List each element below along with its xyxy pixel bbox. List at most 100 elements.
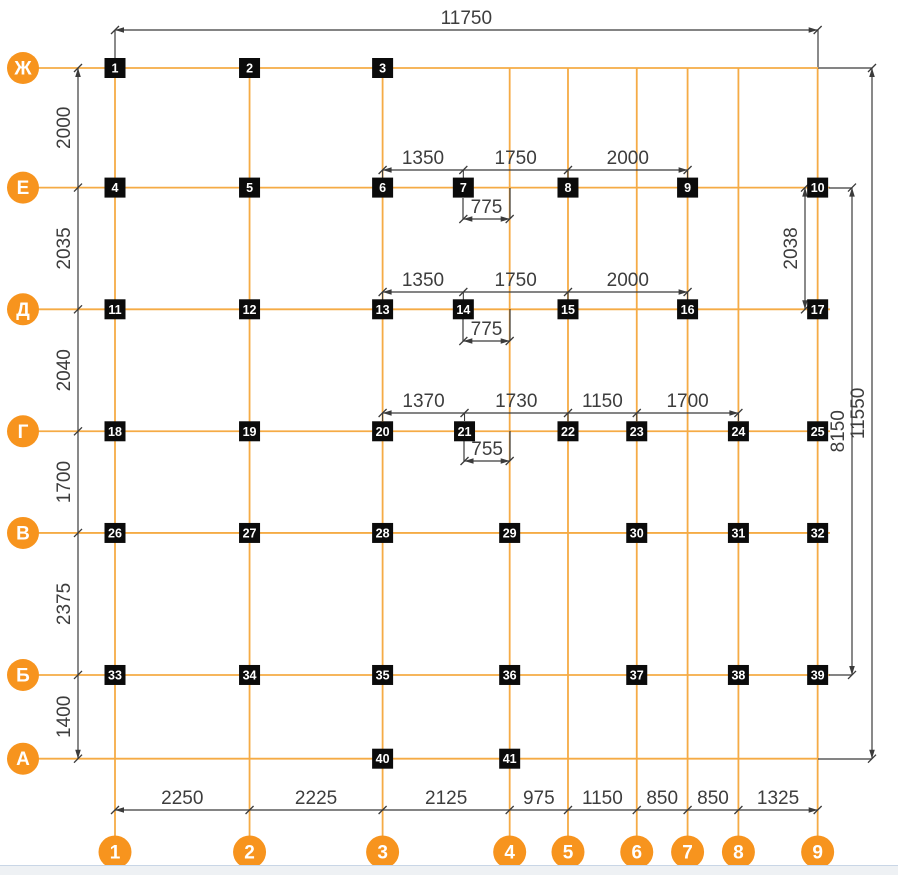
column-square [239, 58, 261, 78]
dimension-tick [73, 304, 83, 314]
dimension-arrow [808, 27, 818, 33]
dimension-arrow [500, 458, 510, 464]
dimension-arrow [75, 749, 81, 759]
col-axis-circle [493, 835, 527, 869]
column-square [239, 299, 261, 320]
dim-label: 11750 [441, 8, 492, 29]
dimension-arrow [802, 187, 808, 197]
dim-label: 2038 [781, 227, 802, 269]
column-square-number: 33 [108, 668, 122, 682]
col-axis-circle [721, 835, 755, 869]
dimension-tick [73, 670, 83, 680]
column-square-number: 3 [379, 62, 386, 76]
dim-label: 1750 [495, 148, 537, 169]
dimension-tick [73, 426, 83, 436]
dim-label: 1700 [666, 391, 708, 412]
dim-label: 850 [697, 788, 729, 809]
column-square [372, 664, 394, 685]
column-square-number: 12 [243, 303, 257, 317]
dim-label: 2035 [54, 227, 75, 269]
column-square-number: 29 [503, 526, 517, 540]
column-square [499, 664, 521, 685]
dim-label: 1370 [402, 391, 444, 412]
col-axis-label: 7 [682, 843, 693, 864]
col-axis-circle [620, 835, 654, 869]
column-square [557, 299, 579, 320]
col-axis-circle [366, 835, 400, 869]
dim-label: 2000 [54, 107, 75, 149]
col-axis-label: 1 [110, 843, 121, 864]
column-square-number: 41 [503, 752, 517, 766]
column-square [372, 522, 394, 543]
column-square-number: 34 [243, 668, 257, 682]
dimension-arrow [869, 68, 875, 77]
row-axis-circle [7, 415, 39, 448]
col-axis-circle [551, 835, 585, 869]
column-square [372, 177, 394, 198]
column-square-number: 23 [630, 425, 644, 439]
row-axis-label: А [16, 749, 30, 770]
col-axis-label: 5 [563, 843, 574, 864]
column-square [372, 421, 394, 442]
dim-label: 755 [471, 439, 503, 460]
column-square-number: 15 [561, 303, 575, 317]
dimension-tick [245, 805, 255, 815]
column-square-number: 18 [108, 425, 122, 439]
row-axis-circle [7, 658, 39, 691]
column-square [499, 522, 521, 543]
column-square [104, 421, 126, 442]
dimension-arrow [382, 167, 392, 173]
dim-label: 1325 [757, 788, 799, 809]
dim-label: 2225 [295, 788, 337, 809]
col-axis-circle [233, 835, 267, 869]
dimension-arrow [463, 338, 473, 344]
row-axis-label: Д [16, 300, 30, 321]
col-axis-circle [671, 835, 705, 869]
column-square-number: 35 [376, 668, 390, 682]
col-axis-label: 6 [631, 843, 642, 864]
row-axis-label: Г [18, 422, 29, 443]
column-square-number: 19 [243, 425, 257, 439]
column-square-number: 40 [376, 752, 390, 766]
dimension-arrow [678, 289, 688, 295]
dimension-arrow [115, 27, 124, 33]
column-square-number: 39 [811, 668, 825, 682]
dim-label: 1750 [495, 270, 537, 291]
dim-label: 2000 [607, 148, 649, 169]
column-square [372, 58, 394, 78]
column-square [626, 522, 648, 543]
column-square-number: 10 [811, 181, 825, 195]
dimension-arrow [678, 167, 688, 173]
column-square-number: 16 [681, 303, 695, 317]
column-square [239, 522, 261, 543]
column-square-number: 31 [731, 526, 745, 540]
column-square-number: 24 [731, 425, 745, 439]
column-square [104, 58, 126, 78]
dimension-arrow [869, 749, 875, 759]
column-square-number: 9 [684, 181, 691, 195]
dim-label: 1150 [582, 391, 623, 412]
column-square-number: 22 [561, 425, 575, 439]
column-square [372, 748, 394, 769]
dimension-arrow [382, 410, 392, 416]
column-square [807, 421, 829, 442]
column-square-number: 21 [458, 425, 472, 439]
dim-label: 775 [471, 197, 503, 218]
dimension-arrow [849, 665, 855, 675]
column-square [807, 664, 829, 685]
column-square-number: 4 [112, 181, 119, 195]
dim-label: 775 [471, 319, 503, 340]
dimension-arrow [808, 807, 818, 813]
column-square-number: 28 [376, 526, 390, 540]
dimension-tick [683, 805, 693, 815]
dim-label: 2375 [54, 583, 75, 625]
column-square-number: 30 [630, 526, 644, 540]
column-square [727, 522, 749, 543]
column-square-number: 17 [811, 303, 825, 317]
column-square-number: 37 [630, 668, 644, 682]
column-square-number: 36 [503, 668, 517, 682]
column-square-number: 25 [811, 425, 825, 439]
column-square-number: 8 [565, 181, 572, 195]
row-axis-circle [7, 171, 39, 204]
dimension-tick [632, 805, 642, 815]
